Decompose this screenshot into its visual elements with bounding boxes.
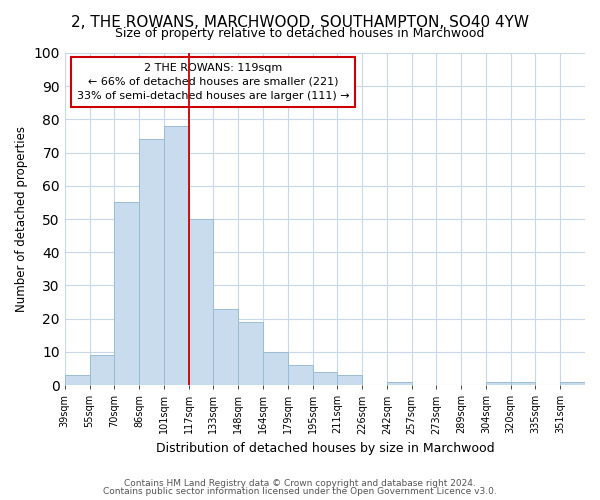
Y-axis label: Number of detached properties: Number of detached properties [15, 126, 28, 312]
Bar [313, 372, 337, 385]
Text: Contains public sector information licensed under the Open Government Licence v3: Contains public sector information licen… [103, 487, 497, 496]
Bar [164, 126, 188, 385]
Text: Size of property relative to detached houses in Marchwood: Size of property relative to detached ho… [115, 28, 485, 40]
Text: Contains HM Land Registry data © Crown copyright and database right 2024.: Contains HM Land Registry data © Crown c… [124, 478, 476, 488]
Bar [288, 365, 313, 385]
X-axis label: Distribution of detached houses by size in Marchwood: Distribution of detached houses by size … [155, 442, 494, 455]
Bar [89, 355, 115, 385]
Bar [560, 382, 585, 385]
Bar [139, 140, 164, 385]
Text: 2 THE ROWANS: 119sqm
← 66% of detached houses are smaller (221)
33% of semi-deta: 2 THE ROWANS: 119sqm ← 66% of detached h… [77, 63, 349, 101]
Bar [65, 375, 89, 385]
Bar [486, 382, 511, 385]
Text: 2, THE ROWANS, MARCHWOOD, SOUTHAMPTON, SO40 4YW: 2, THE ROWANS, MARCHWOOD, SOUTHAMPTON, S… [71, 15, 529, 30]
Bar [115, 202, 139, 385]
Bar [188, 219, 214, 385]
Bar [214, 308, 238, 385]
Bar [337, 375, 362, 385]
Bar [387, 382, 412, 385]
Bar [263, 352, 288, 385]
Bar [238, 322, 263, 385]
Bar [511, 382, 535, 385]
